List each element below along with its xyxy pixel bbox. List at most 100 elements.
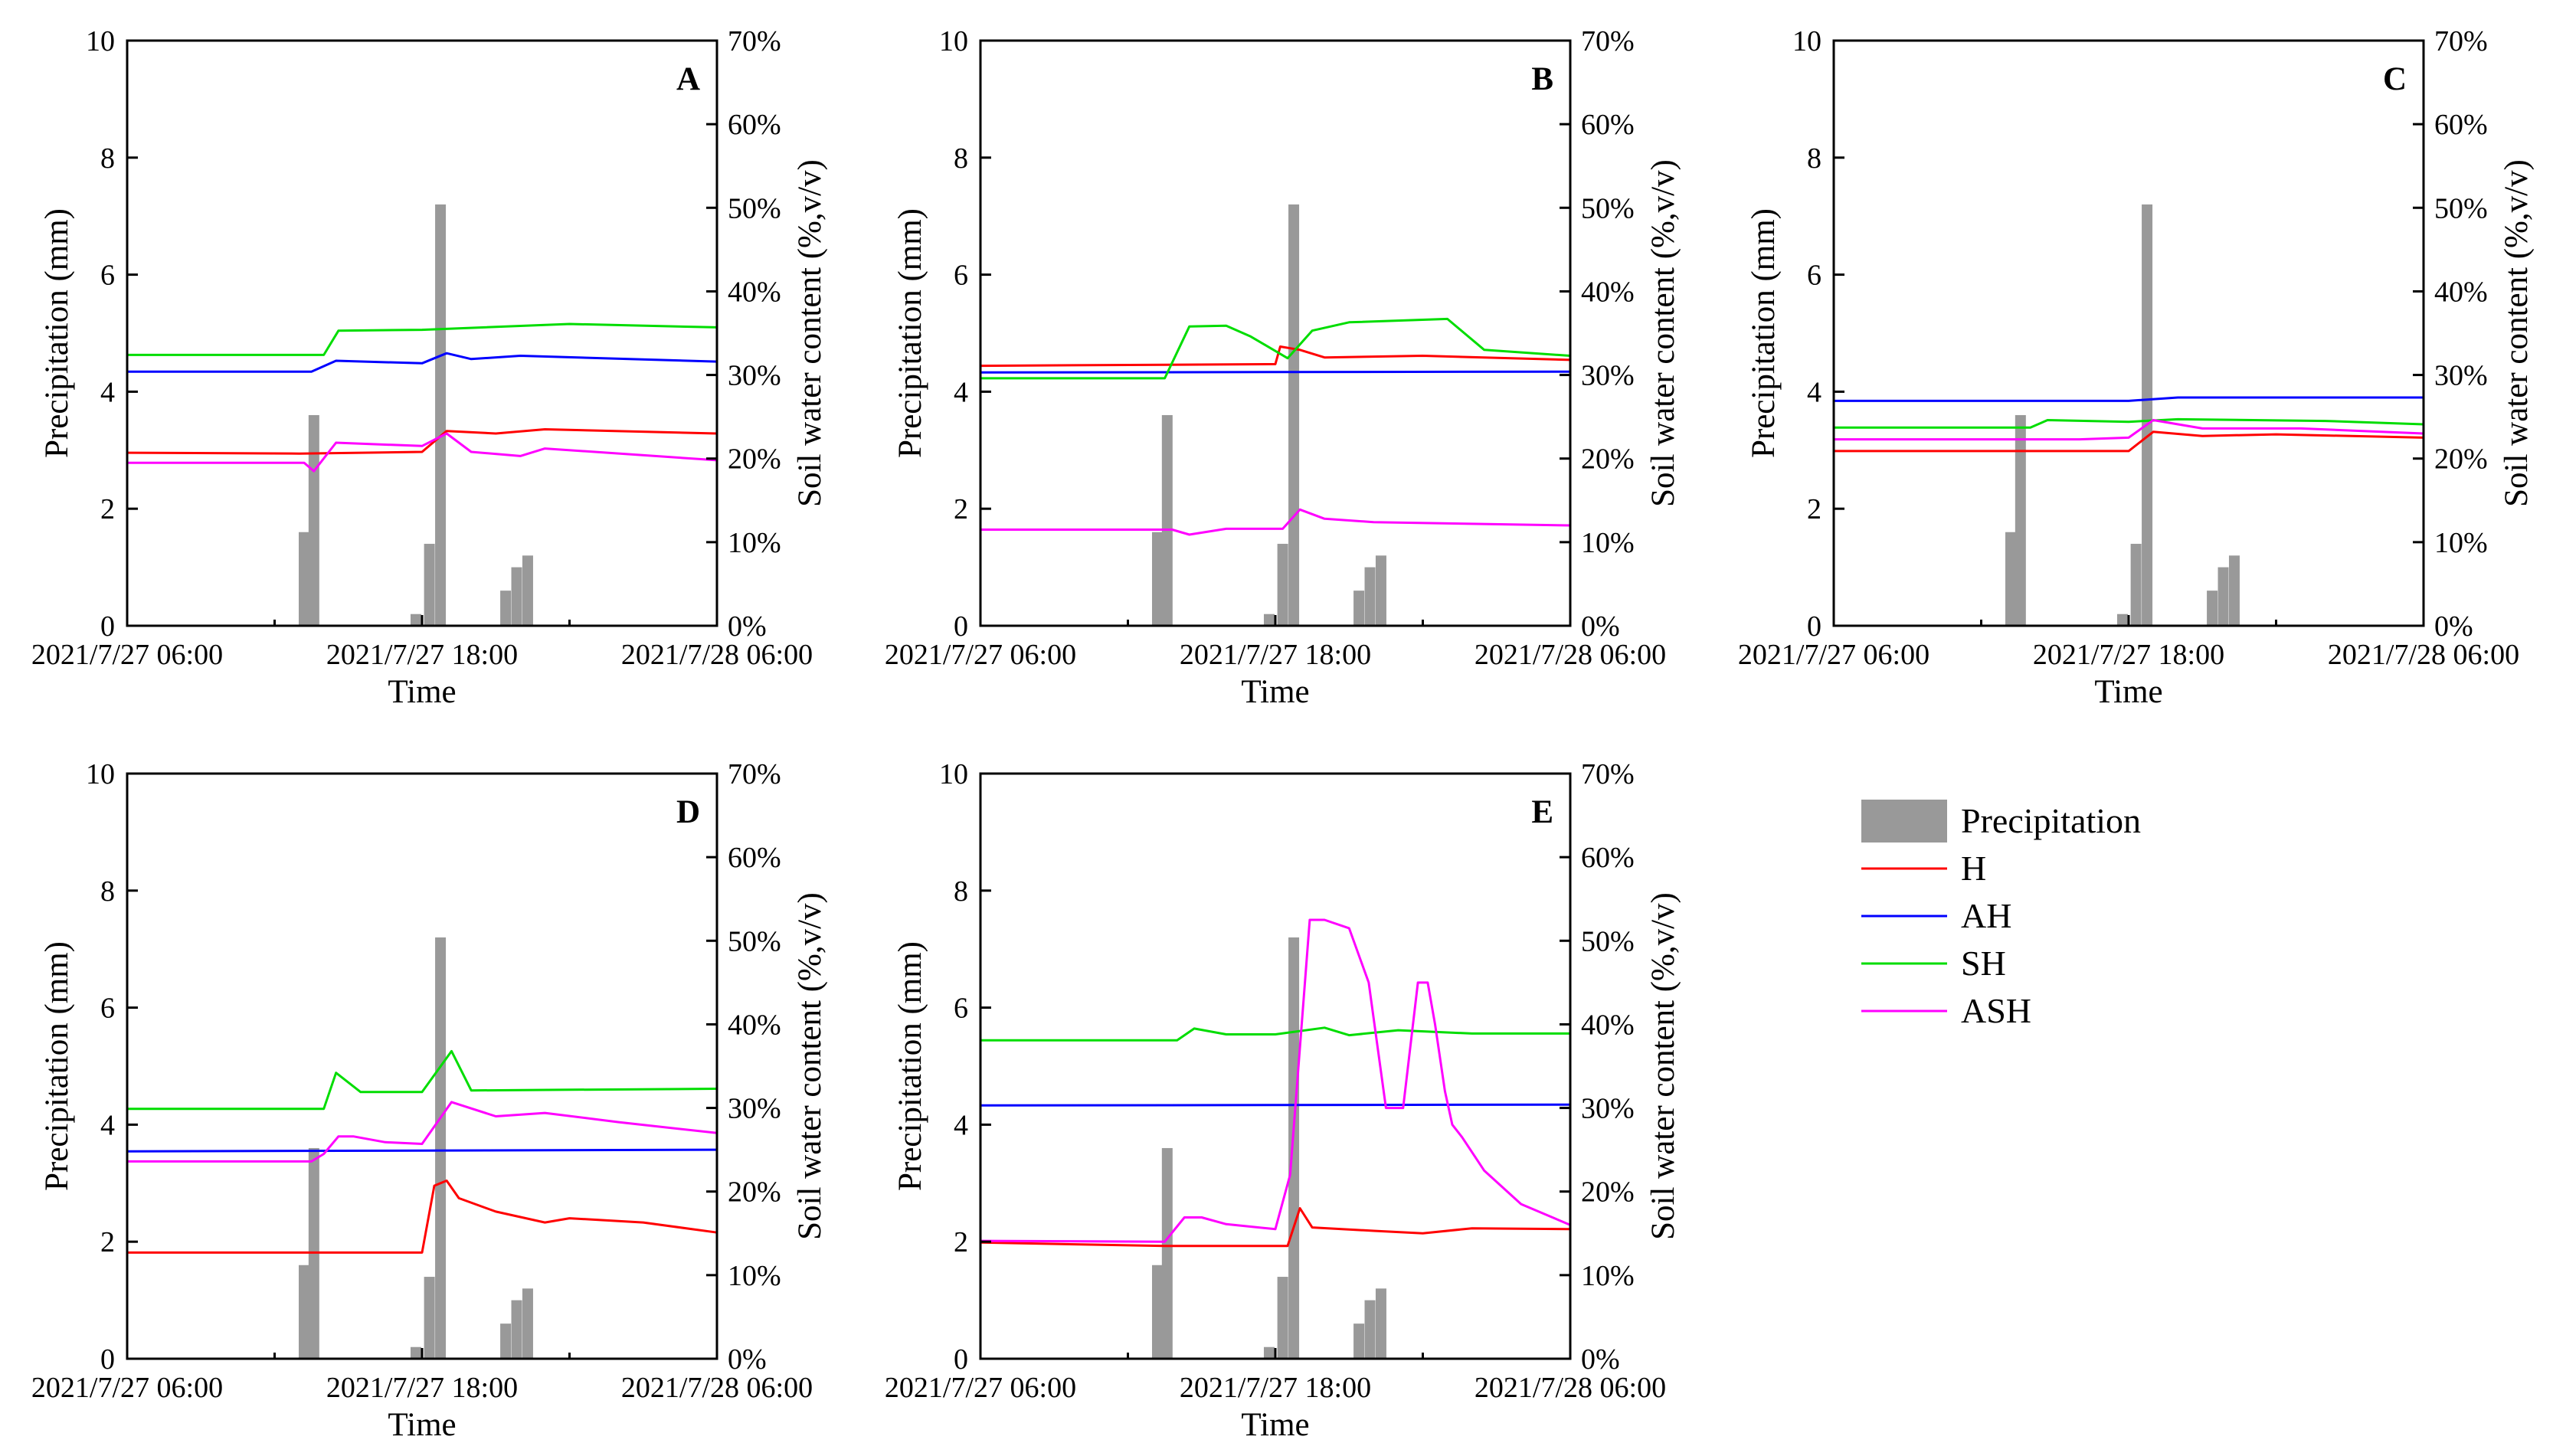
y-left-tick-label: 8 [954,142,968,175]
series-line-sh [1834,417,2424,429]
series-line-h [980,1207,1571,1248]
panels-container: 02468100%10%20%30%40%50%60%70%2021/7/27 … [31,25,2535,1443]
precipitation-bar [299,1265,309,1359]
y-right-tick-label: 30% [1581,1093,1635,1125]
y-right-tick-label: 30% [728,360,781,392]
legend-label: H [1961,849,1986,888]
y-right-axis-title: Soil water content (%,v/v) [1645,892,1681,1240]
legend-swatch-bar [1861,800,1947,843]
series-line-h [127,1180,718,1254]
x-tick-label: 2021/7/27 18:00 [326,1372,518,1404]
y-left-tick-label: 4 [1807,376,1821,408]
y-right-tick-label: 10% [2434,527,2488,559]
precipitation-bar [500,1323,512,1359]
y-left-tick-label: 8 [1807,142,1821,175]
x-axis-title: Time [388,1407,456,1443]
precipitation-bar [1288,937,1300,1359]
series-line-h [126,428,718,455]
precipitation-bar [1375,555,1386,626]
y-right-tick-label: 40% [1581,1009,1635,1041]
y-right-tick-label: 50% [728,925,781,957]
plot-frame [126,772,718,1360]
y-right-tick-label: 30% [728,1093,781,1125]
precipitation-bar [2207,591,2218,626]
y-right-tick-label: 40% [728,276,781,308]
precipitation-bar [435,937,447,1359]
plot-frame [126,39,718,627]
y-right-tick-label: 0% [1581,610,1620,643]
precipitation-bar [1263,1346,1275,1359]
y-right-tick-label: 40% [728,1009,781,1041]
y-left-tick-label: 8 [954,875,968,908]
y-left-tick-label: 10 [939,25,968,57]
precipitation-bar [500,591,512,626]
y-left-tick-label: 4 [100,376,115,408]
precipitation-bar [410,613,421,626]
series-line-ah [980,1103,1571,1107]
y-right-tick-label: 20% [728,443,781,476]
legend-label: AH [1961,896,2011,935]
precipitation-bar [2116,613,2128,626]
y-right-axis-title: Soil water content (%,v/v) [792,892,828,1240]
y-left-tick-label: 2 [1807,493,1821,525]
x-tick-label: 2021/7/27 18:00 [326,639,518,671]
x-axis-title: Time [1241,1407,1309,1443]
y-right-tick-label: 30% [2434,360,2488,392]
precipitation-bar [511,1300,522,1359]
panel-b: 0 2 4 6 8 10 0% 10% 20% 30% 40% 50% 60% 70% 2021/7/27 … [885,25,1681,710]
panel-label: C [2383,61,2407,97]
y-right-tick-label: 20% [1581,443,1635,476]
y-right-tick-label: 0% [728,610,767,643]
legend-item-precip: Precipitation [1861,800,2141,843]
precipitation-bar [511,567,522,626]
x-tick-label: 2021/7/28 06:00 [621,1372,813,1404]
series-line-sh [980,317,1571,380]
x-tick-label: 2021/7/27 06:00 [885,1372,1076,1404]
y-right-tick-label: 60% [1581,109,1635,141]
precipitation-bar [2005,532,2016,626]
y-left-axis-title: Precipitation (mm) [39,208,75,458]
y-right-tick-label: 10% [728,1260,781,1292]
y-right-tick-label: 10% [1581,1260,1635,1292]
x-axis-title: Time [388,674,456,710]
y-left-tick-label: 2 [954,1226,968,1258]
x-tick-label: 2021/7/27 06:00 [31,1372,223,1404]
y-right-tick-label: 50% [1581,192,1635,224]
precipitation-bar [2130,544,2142,626]
x-tick-label: 2021/7/28 06:00 [1475,639,1666,671]
x-tick-label: 2021/7/27 06:00 [31,639,223,671]
series-line-sh [127,322,718,356]
plot-frame [979,39,1572,627]
legend-item-ah: AH [1861,896,2011,935]
precipitation-bar [1364,567,1376,626]
y-left-tick-label: 6 [100,260,115,292]
y-left-tick-label: 6 [954,993,968,1025]
y-left-axis-title: Precipitation (mm) [892,208,928,458]
y-right-tick-label: 50% [728,192,781,224]
y-left-tick-label: 4 [954,376,968,408]
plot-frame [979,772,1572,1360]
y-right-tick-label: 30% [1581,360,1635,392]
y-left-tick-label: 8 [100,875,115,908]
y-left-axis-title: Precipitation (mm) [39,941,75,1191]
y-right-tick-label: 70% [1581,25,1635,57]
panel-label: B [1531,61,1553,97]
y-left-tick-label: 6 [100,993,115,1025]
legend-label: Precipitation [1961,801,2141,840]
y-left-tick-label: 4 [954,1109,968,1141]
legend-label: ASH [1961,991,2031,1030]
x-axis-title: Time [2094,674,2162,710]
series-line-ah [126,1148,718,1153]
x-tick-label: 2021/7/28 06:00 [2328,639,2519,671]
legend: Precipitation H AH SH ASH [1861,800,2141,1030]
y-left-tick-label: 0 [954,1343,968,1376]
y-left-tick-label: 0 [100,1343,115,1376]
y-right-tick-label: 60% [728,109,781,141]
precipitation-bar [410,1346,421,1359]
series-line-ash [1834,419,2424,441]
y-right-tick-label: 60% [1581,842,1635,874]
panel-e: 0 2 4 6 8 10 0% 10% 20% 30% 40% 50% 60% 70% 2021/7/27 … [885,758,1681,1443]
y-left-tick-label: 0 [100,610,115,643]
y-right-tick-label: 70% [2434,25,2488,57]
